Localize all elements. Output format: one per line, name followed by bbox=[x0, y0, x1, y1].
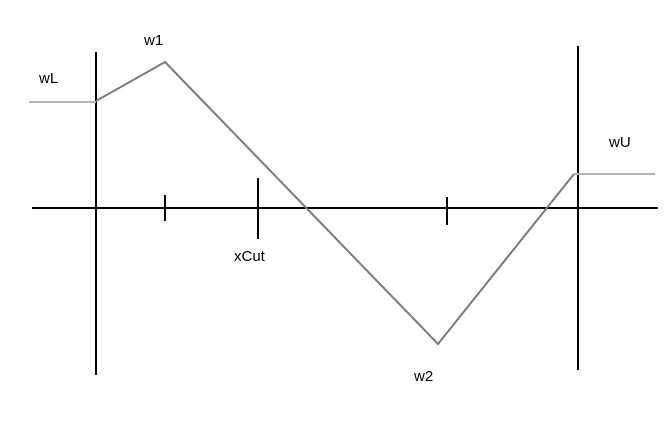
label-xcut: xCut bbox=[234, 248, 266, 265]
label-wU: wU bbox=[608, 134, 631, 151]
label-w2: w2 bbox=[413, 368, 433, 385]
piecewise-curve bbox=[95, 60, 575, 346]
label-wL: wL bbox=[38, 70, 58, 87]
label-w1: w1 bbox=[143, 32, 163, 49]
